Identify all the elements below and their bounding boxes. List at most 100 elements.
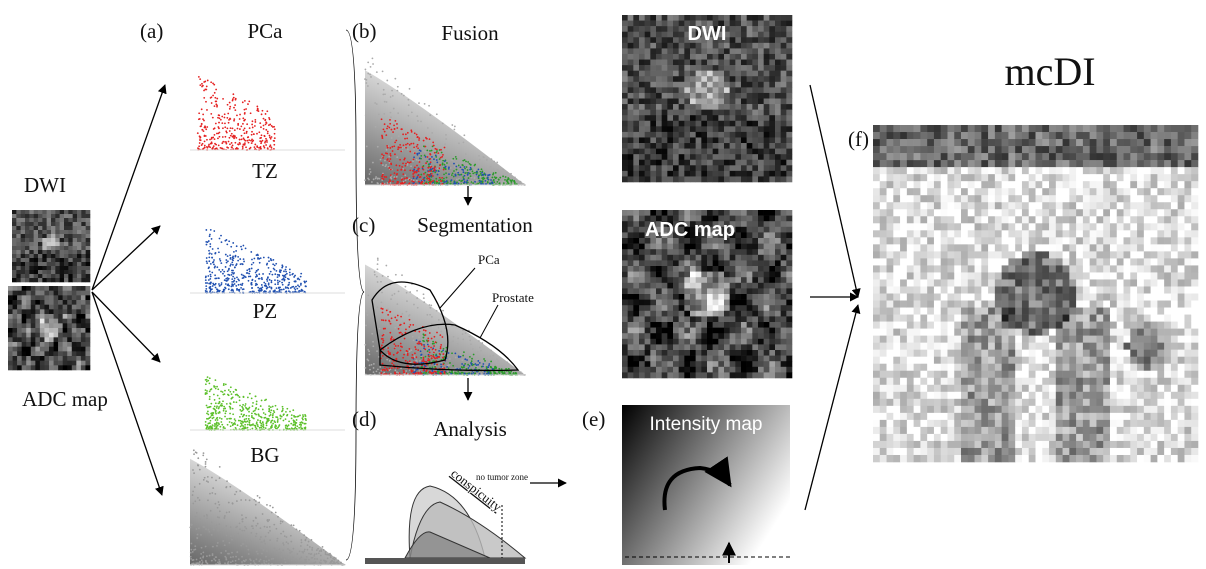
pixel — [1144, 251, 1151, 258]
pixel — [633, 227, 639, 233]
pixel — [58, 295, 63, 300]
pixel — [54, 337, 59, 342]
pixel — [769, 238, 775, 244]
pixel — [1157, 195, 1164, 202]
pixel — [927, 427, 934, 434]
pixel — [954, 371, 961, 378]
pixel — [769, 305, 775, 311]
pixel — [1063, 216, 1070, 223]
pixel — [1151, 279, 1158, 286]
pixel — [1137, 286, 1144, 293]
pixel — [1096, 385, 1103, 392]
pixel — [55, 266, 60, 270]
pixel — [650, 305, 656, 311]
point — [214, 105, 216, 107]
image — [12, 210, 90, 282]
pixel — [995, 357, 1002, 364]
pixel — [77, 270, 82, 274]
pixel — [718, 160, 724, 166]
pixel — [1117, 406, 1124, 413]
pixel — [662, 60, 668, 66]
pixel — [633, 126, 639, 132]
pixel — [690, 132, 696, 138]
point — [266, 139, 268, 141]
pixel — [72, 291, 77, 296]
pixel — [650, 48, 656, 54]
pixel — [786, 154, 792, 160]
pixel — [1076, 455, 1083, 462]
pixel — [81, 342, 86, 347]
pixel — [1117, 336, 1124, 343]
pixel — [667, 115, 673, 121]
pixel — [1171, 315, 1178, 322]
pixel — [31, 314, 36, 319]
pixel — [1015, 251, 1022, 258]
pixel — [58, 319, 63, 324]
pixel — [1056, 258, 1063, 265]
pixel — [786, 227, 792, 233]
pixel — [954, 385, 961, 392]
pixel — [1015, 399, 1022, 406]
pixel — [1069, 343, 1076, 350]
pixel — [633, 137, 639, 143]
pixel — [35, 333, 40, 338]
pixel — [16, 210, 21, 214]
pixel — [662, 350, 668, 356]
pixel — [25, 210, 30, 214]
pixel — [995, 329, 1002, 336]
pixel — [68, 218, 73, 222]
pixel — [1042, 216, 1049, 223]
pixel — [1178, 420, 1185, 427]
pixel — [650, 15, 656, 21]
pixel — [927, 350, 934, 357]
pixel — [701, 60, 707, 66]
pixel — [735, 76, 741, 82]
pixel — [764, 171, 770, 177]
pixel — [1096, 322, 1103, 329]
pixel — [907, 336, 914, 343]
pixel — [764, 294, 770, 300]
pixel — [1049, 195, 1056, 202]
pixel — [1164, 160, 1171, 167]
pixel — [947, 139, 954, 146]
pixel — [1137, 441, 1144, 448]
pixel — [1015, 392, 1022, 399]
pixel — [873, 329, 880, 336]
pixel — [645, 137, 651, 143]
pixel — [1157, 174, 1164, 181]
pixel — [622, 93, 628, 99]
pixel — [656, 160, 662, 166]
pixel — [920, 420, 927, 427]
pixel — [730, 76, 736, 82]
point — [261, 134, 263, 136]
pixel — [656, 344, 662, 350]
pixel — [752, 367, 758, 373]
pixel — [1008, 265, 1015, 272]
pixel — [72, 356, 77, 361]
pixel — [775, 110, 781, 116]
pixel — [975, 406, 982, 413]
pixel — [1090, 160, 1097, 167]
pixel — [650, 176, 656, 182]
pixel — [954, 167, 961, 174]
pixel — [981, 272, 988, 279]
pixel — [1090, 258, 1097, 265]
pixel — [1117, 125, 1124, 132]
point — [251, 142, 253, 144]
pixel — [880, 258, 887, 265]
pixel — [64, 238, 69, 242]
pixel — [1184, 132, 1191, 139]
pixel — [747, 132, 753, 138]
pixel — [758, 300, 764, 306]
pixel — [752, 165, 758, 171]
pixel — [16, 250, 21, 254]
pixel — [650, 43, 656, 49]
pixel — [764, 132, 770, 138]
pixel — [1056, 441, 1063, 448]
pixel — [988, 251, 995, 258]
pixel — [645, 176, 651, 182]
pixel — [60, 258, 65, 262]
pixel — [1164, 413, 1171, 420]
pixel — [1157, 160, 1164, 167]
pixel — [633, 76, 639, 82]
